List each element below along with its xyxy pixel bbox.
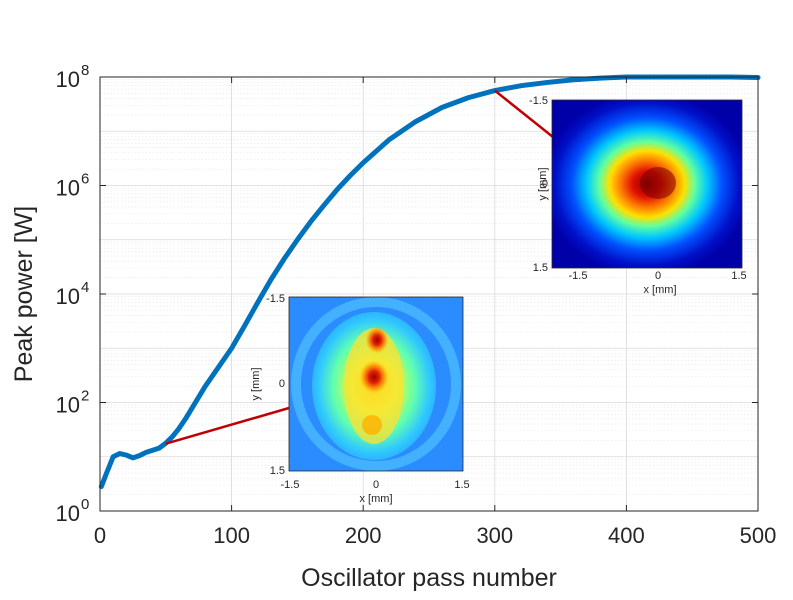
inset-early-xtick-3: 1.5 xyxy=(454,479,469,491)
inset-late-xlabel: x [mm] xyxy=(644,284,677,296)
x-tick-label-4: 400 xyxy=(608,523,645,548)
inset-early-ytick-2: 0 xyxy=(279,378,285,390)
y-tick-label-2: 10 xyxy=(56,284,80,309)
inset-early-hotspot-center xyxy=(359,360,389,394)
inset-late: -1.5 0 1.5 -1.5 0 1.5 x [mm] y [mm] xyxy=(529,95,747,296)
y-tick-exponent-3: 6 xyxy=(81,171,89,188)
x-tick-label-1: 100 xyxy=(213,523,250,548)
y-tick-exponent-4: 8 xyxy=(81,62,89,79)
inset-late-ylabel: y [mm] xyxy=(537,168,549,201)
x-tick-label-2: 200 xyxy=(345,523,382,548)
inset-early-xtick-2: 0 xyxy=(373,479,379,491)
curve-layer xyxy=(98,74,761,490)
connector-inset-early xyxy=(165,406,290,445)
x-axis-title: Oscillator pass number xyxy=(301,564,557,592)
inset-late-xtick-3: 1.5 xyxy=(731,270,746,282)
inset-early-ylabel: y [mm] xyxy=(250,368,262,401)
y-axis-title: Peak power [W] xyxy=(10,206,38,382)
y-tick-label-0: 10 xyxy=(56,501,80,526)
x-tick-label-5: 500 xyxy=(740,523,777,548)
x-tick-label-0: 0 xyxy=(94,523,106,548)
inset-late-core xyxy=(640,167,676,199)
inset-early: -1.5 0 1.5 -1.5 0 1.5 x [mm] y [mm] xyxy=(250,293,470,505)
inset-early-ytick-3: 1.5 xyxy=(270,465,285,477)
inset-early-ring xyxy=(291,297,461,471)
inset-early-hotspot-top xyxy=(365,326,389,354)
inset-early-xlabel: x [mm] xyxy=(360,493,393,505)
inset-late-ytick-2: 0 xyxy=(542,178,548,190)
inset-late-xtick-2: 0 xyxy=(655,270,661,282)
x-tick-label-3: 300 xyxy=(476,523,513,548)
series-line-0 xyxy=(98,74,761,490)
y-tick-label-1: 10 xyxy=(56,393,80,418)
inset-early-hotspot-low xyxy=(362,415,382,435)
y-tick-exponent-0: 0 xyxy=(81,496,89,513)
y-tick-exponent-2: 4 xyxy=(81,279,89,296)
y-tick-label-4: 10 xyxy=(56,67,80,92)
inset-early-ytick-1: -1.5 xyxy=(266,293,285,305)
inset-late-ytick-3: 1.5 xyxy=(533,262,548,274)
y-tick-exponent-1: 2 xyxy=(81,388,89,405)
inset-early-xtick-1: -1.5 xyxy=(281,479,300,491)
y-tick-label-3: 10 xyxy=(56,176,80,201)
inset-late-ytick-1: -1.5 xyxy=(529,95,548,107)
inset-late-xtick-1: -1.5 xyxy=(569,270,588,282)
ticks xyxy=(99,76,759,512)
